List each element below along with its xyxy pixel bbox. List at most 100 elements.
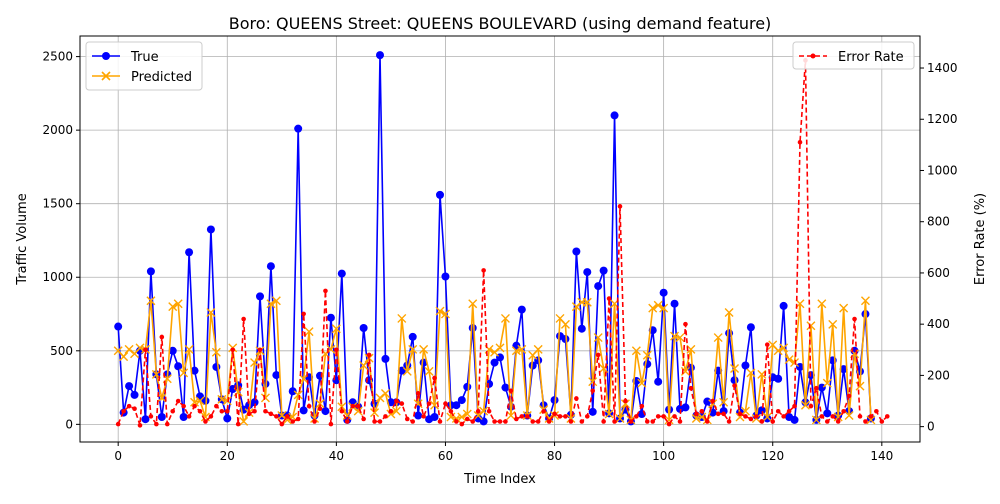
data-point-predicted bbox=[866, 415, 876, 425]
data-point-predicted bbox=[593, 333, 603, 343]
data-point-predicted bbox=[222, 396, 232, 406]
legend-true-marker bbox=[102, 52, 110, 60]
data-point-error-rate bbox=[214, 403, 219, 409]
data-point-predicted bbox=[184, 344, 194, 354]
data-point-error-rate bbox=[443, 401, 448, 406]
data-point-error-rate bbox=[661, 414, 666, 419]
data-point-true bbox=[774, 374, 783, 383]
data-point-predicted bbox=[653, 300, 663, 310]
data-point-error-rate bbox=[115, 421, 121, 427]
data-point-error-rate bbox=[459, 421, 465, 427]
data-point-error-rate bbox=[786, 408, 792, 414]
data-point-error-rate bbox=[764, 342, 770, 347]
data-point-true bbox=[294, 124, 303, 133]
data-point-predicted bbox=[250, 358, 260, 368]
data-point-predicted bbox=[839, 303, 849, 313]
data-point-true bbox=[463, 382, 472, 391]
data-point-predicted bbox=[271, 296, 281, 306]
data-point-error-rate bbox=[268, 411, 274, 417]
data-point-true bbox=[796, 362, 804, 371]
data-point-error-rate bbox=[148, 414, 154, 419]
data-point-true bbox=[779, 301, 788, 310]
data-point-true bbox=[179, 412, 188, 421]
data-point-error-rate bbox=[475, 408, 481, 414]
data-point-error-rate bbox=[808, 403, 814, 409]
data-point-error-rate bbox=[541, 408, 546, 414]
data-point-predicted bbox=[435, 306, 445, 316]
data-point-error-rate bbox=[846, 393, 852, 399]
data-point-true bbox=[583, 268, 592, 277]
data-point-error-rate bbox=[339, 408, 345, 414]
data-point-error-rate bbox=[470, 419, 476, 424]
data-point-error-rate bbox=[568, 419, 574, 424]
data-point-true bbox=[174, 362, 183, 371]
data-point-error-rate bbox=[770, 419, 776, 424]
data-point-error-rate bbox=[334, 347, 339, 353]
data-point-error-rate bbox=[732, 383, 737, 388]
data-point-error-rate bbox=[284, 414, 290, 419]
data-point-predicted bbox=[359, 361, 369, 371]
data-point-true bbox=[730, 376, 739, 385]
data-point-predicted bbox=[195, 396, 205, 406]
data-point-error-rate bbox=[759, 419, 765, 424]
data-point-true bbox=[610, 111, 619, 120]
data-point-error-rate bbox=[606, 296, 612, 301]
data-point-predicted bbox=[239, 416, 249, 426]
data-point-error-rate bbox=[519, 414, 525, 419]
data-point-predicted bbox=[686, 344, 696, 354]
data-point-predicted bbox=[860, 296, 870, 306]
data-point-error-rate bbox=[830, 414, 836, 419]
data-point-error-rate bbox=[579, 419, 585, 424]
data-point-error-rate bbox=[677, 419, 683, 424]
data-point-true bbox=[501, 383, 510, 392]
data-point-true bbox=[381, 354, 390, 363]
data-point-error-rate bbox=[350, 403, 356, 409]
x-tick-label: 20 bbox=[220, 449, 235, 463]
data-point-error-rate bbox=[454, 419, 459, 424]
data-point-error-rate bbox=[279, 421, 285, 427]
data-point-predicted bbox=[517, 344, 527, 354]
data-point-predicted bbox=[173, 299, 183, 309]
data-point-error-rate bbox=[219, 408, 225, 414]
data-point-true bbox=[223, 414, 232, 423]
data-point-error-rate bbox=[388, 408, 394, 414]
data-point-true bbox=[790, 415, 799, 424]
data-point-true bbox=[256, 292, 264, 301]
data-point-predicted bbox=[740, 406, 750, 416]
data-point-error-rate bbox=[535, 419, 541, 424]
legend-right-box bbox=[792, 41, 915, 70]
axes: 0 20 40 60 80 100 120 1400500100015002000250002… bbox=[42, 50, 957, 463]
data-point-predicted bbox=[119, 352, 129, 362]
data-point-error-rate bbox=[584, 414, 590, 419]
data-point-error-rate bbox=[421, 414, 426, 419]
legend-right: Error Rate bbox=[792, 41, 915, 70]
data-point-predicted bbox=[266, 299, 276, 309]
legend-left: True Predicted bbox=[85, 41, 203, 91]
y-left-tick-label: 1500 bbox=[42, 197, 73, 211]
data-point-error-rate bbox=[432, 375, 437, 381]
data-point-predicted bbox=[157, 393, 167, 403]
data-point-true bbox=[528, 361, 537, 370]
data-point-predicted bbox=[615, 413, 625, 423]
data-point-true bbox=[561, 335, 570, 344]
data-point-error-rate bbox=[126, 403, 132, 409]
data-point-true bbox=[288, 387, 297, 396]
data-point-predicted bbox=[588, 377, 598, 387]
y-right-tick-label: 200 bbox=[927, 368, 950, 382]
data-point-predicted bbox=[784, 355, 794, 365]
x-tick-label: 100 bbox=[652, 449, 675, 463]
data-point-true bbox=[817, 383, 826, 392]
data-point-predicted bbox=[282, 415, 292, 425]
data-point-error-rate bbox=[710, 398, 716, 404]
data-point-error-rate bbox=[437, 419, 443, 424]
data-point-error-rate bbox=[530, 419, 536, 424]
data-point-predicted bbox=[380, 388, 390, 398]
legend-predicted-marker bbox=[101, 71, 111, 81]
series-line-error-rate bbox=[117, 60, 888, 427]
data-point-error-rate bbox=[306, 403, 312, 409]
data-point-predicted bbox=[697, 412, 707, 422]
data-point-true bbox=[757, 406, 766, 415]
data-point-error-rate bbox=[426, 401, 432, 406]
legend-error-marker bbox=[810, 53, 816, 59]
